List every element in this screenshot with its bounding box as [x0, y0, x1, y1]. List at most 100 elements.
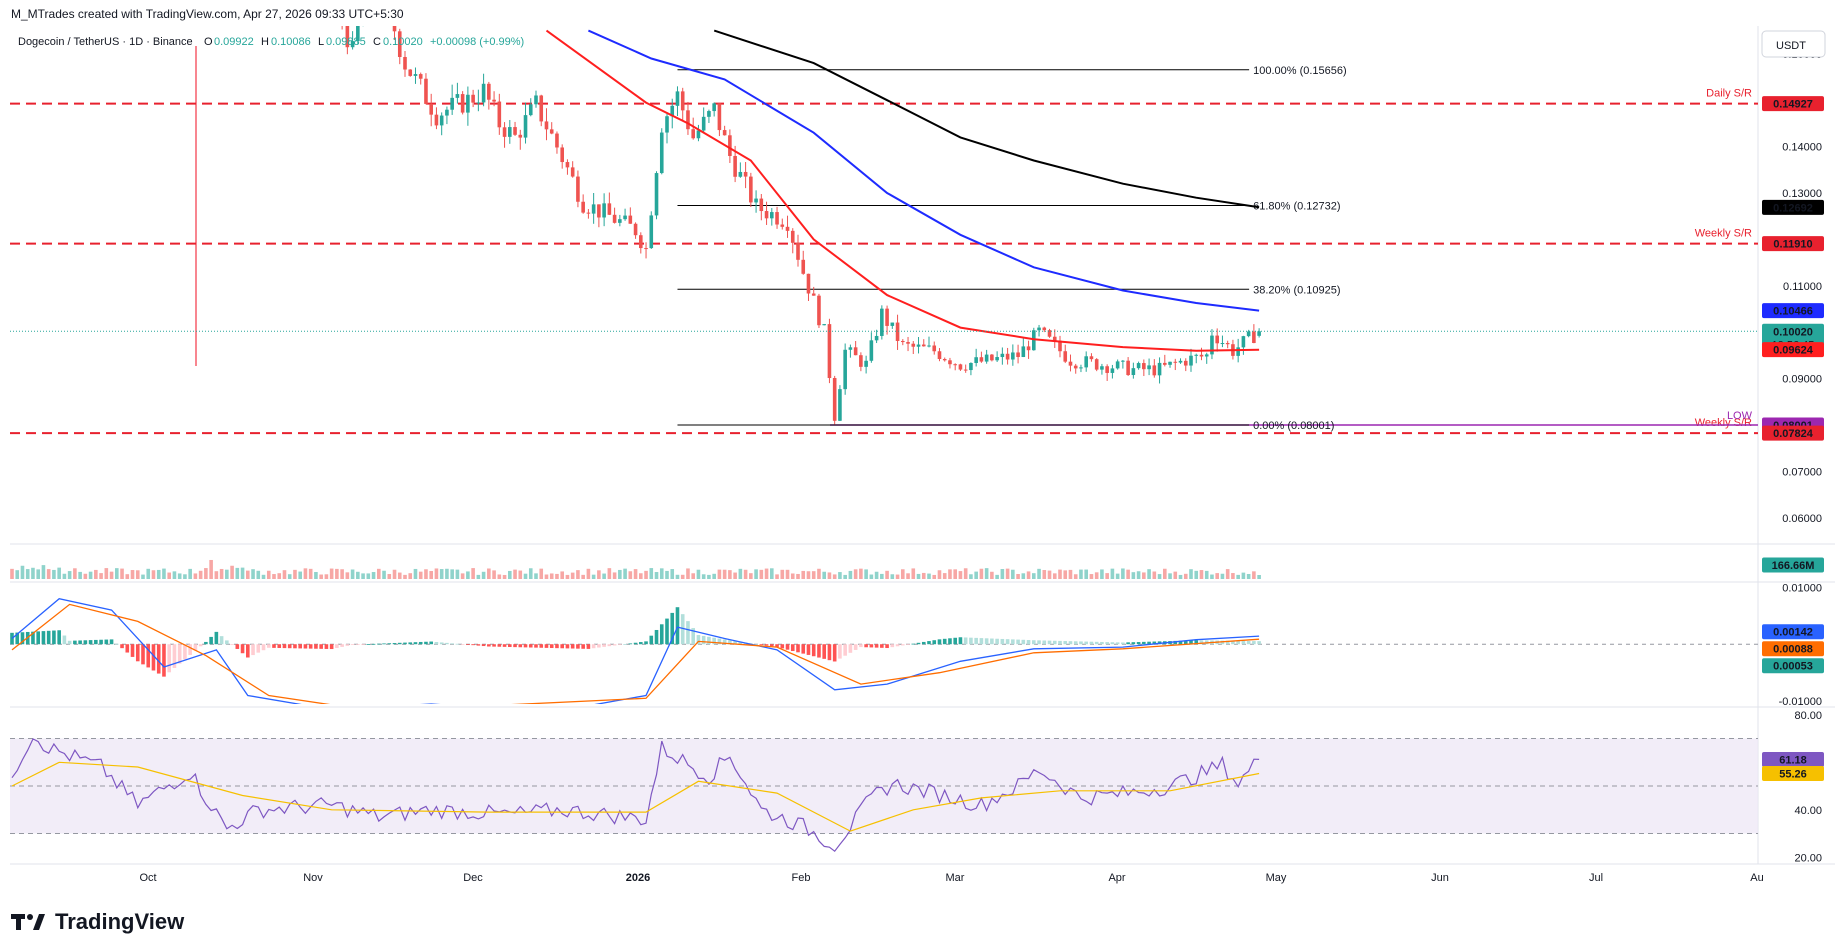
candle-body	[1073, 365, 1078, 369]
macd-histogram-bar	[602, 644, 606, 647]
volume-bar	[1121, 568, 1125, 579]
volume-bar	[88, 571, 93, 579]
price-badge-bg	[1762, 342, 1824, 358]
macd-histogram-bar	[1094, 641, 1099, 645]
candle-body	[481, 83, 486, 103]
candle-body	[680, 91, 685, 111]
candle-body	[450, 97, 454, 110]
signal-line	[11, 603, 1260, 704]
candle-body	[696, 130, 701, 139]
macd-histogram-bar	[214, 631, 219, 645]
candle-body	[560, 147, 564, 163]
volume-bar	[895, 574, 900, 579]
candle-body	[1005, 353, 1010, 360]
time-axis[interactable]: Oct Nov Dec 2026 Feb Mar Apr May Jun Jul Au	[139, 872, 1763, 884]
macd-histogram-bar	[497, 644, 502, 647]
candle-body	[780, 224, 785, 227]
svg-text:L: L	[318, 36, 324, 48]
volume-bar	[392, 569, 397, 579]
macd-histogram-bar	[78, 640, 82, 645]
candle-body	[570, 167, 575, 177]
candle-body	[586, 212, 591, 214]
volume-bar	[272, 574, 276, 579]
volume-bar	[832, 574, 837, 579]
svg-text:0.10020: 0.10020	[383, 36, 423, 48]
macd-histogram-bar	[141, 644, 145, 665]
macd-histogram-bar	[612, 644, 617, 646]
macd-histogram-bar	[1037, 640, 1041, 645]
volume-bar	[1246, 573, 1251, 579]
macd-histogram-bar	[308, 644, 313, 649]
macd-histogram-bar	[806, 644, 811, 655]
candle-body	[1157, 362, 1162, 376]
macd-histogram-bar	[156, 644, 161, 674]
candle-body	[770, 212, 774, 219]
macd-histogram-bar	[115, 643, 119, 645]
candle-body	[1163, 362, 1167, 365]
rsi-ma-line	[11, 761, 1260, 832]
ohlc-legend: O 0.09922 H 0.10086 L 0.09885 C 0.10020 …	[204, 36, 524, 48]
candle-body	[392, 26, 397, 32]
tradingview-logo[interactable]: TradingView	[11, 909, 184, 935]
macd-histogram-bar	[219, 636, 224, 645]
volume-bar	[345, 572, 350, 579]
volume-bar	[822, 571, 826, 579]
volume-bar	[10, 568, 14, 579]
candle-body	[403, 56, 407, 70]
candle-body	[701, 116, 706, 131]
volume-bar	[953, 569, 957, 579]
volume-bar	[1026, 571, 1031, 579]
macd-histogram-bar	[869, 644, 874, 648]
candle-body	[644, 248, 648, 250]
macd-histogram-bar	[104, 639, 109, 645]
volume-bar	[701, 574, 706, 579]
volume-bar	[314, 571, 318, 579]
candle-body	[1100, 366, 1104, 370]
volume-bar	[371, 572, 376, 579]
candle-body	[675, 91, 680, 106]
candle-body	[796, 242, 800, 260]
macd-histogram-bar	[450, 643, 454, 645]
volume-bar	[429, 570, 433, 579]
sma-200-line	[713, 29, 1260, 209]
macd-histogram-bar	[539, 644, 544, 648]
candle-body	[413, 74, 418, 76]
volume-bar	[62, 573, 67, 579]
macd-histogram-bar	[843, 644, 847, 656]
volume-bar	[1142, 572, 1146, 579]
volume-bar	[418, 571, 423, 579]
macd-histogram-bar	[466, 644, 470, 646]
volume-bar	[806, 571, 811, 579]
candle-body	[984, 354, 989, 362]
volume-bar	[382, 570, 386, 579]
volume-bar	[120, 568, 124, 579]
candle-body	[1089, 356, 1094, 360]
volume-bar	[377, 568, 381, 579]
volume-bar	[780, 569, 785, 579]
candle-body	[665, 116, 669, 133]
tradingview-wordmark: TradingView	[55, 909, 185, 934]
candle-body	[1094, 359, 1099, 370]
volume-bar	[565, 574, 570, 579]
volume-bar	[1210, 574, 1214, 579]
volume-bar	[1094, 572, 1099, 579]
macd-histogram-bar	[958, 637, 963, 645]
price-axis[interactable]: 0.160000.150000.140000.130000.110000.090…	[1779, 49, 1822, 864]
volume-bar	[1042, 570, 1047, 579]
macd-histogram-bar	[811, 644, 816, 657]
volume-bar	[785, 569, 790, 579]
volume-bar	[487, 568, 491, 579]
candle-body	[895, 322, 900, 341]
currency-button[interactable]: USDT	[1761, 30, 1826, 58]
volume-bar	[1147, 569, 1151, 579]
macd-histogram-bar	[235, 644, 240, 649]
macd-histogram-bar	[728, 640, 732, 645]
volume-bar	[901, 569, 905, 579]
macd-histogram-bar	[623, 644, 627, 645]
candle-body	[691, 129, 695, 139]
volume-bar	[1241, 572, 1246, 579]
candle-body	[916, 344, 921, 347]
volume-bar	[607, 568, 612, 579]
candle-body	[1131, 368, 1136, 376]
